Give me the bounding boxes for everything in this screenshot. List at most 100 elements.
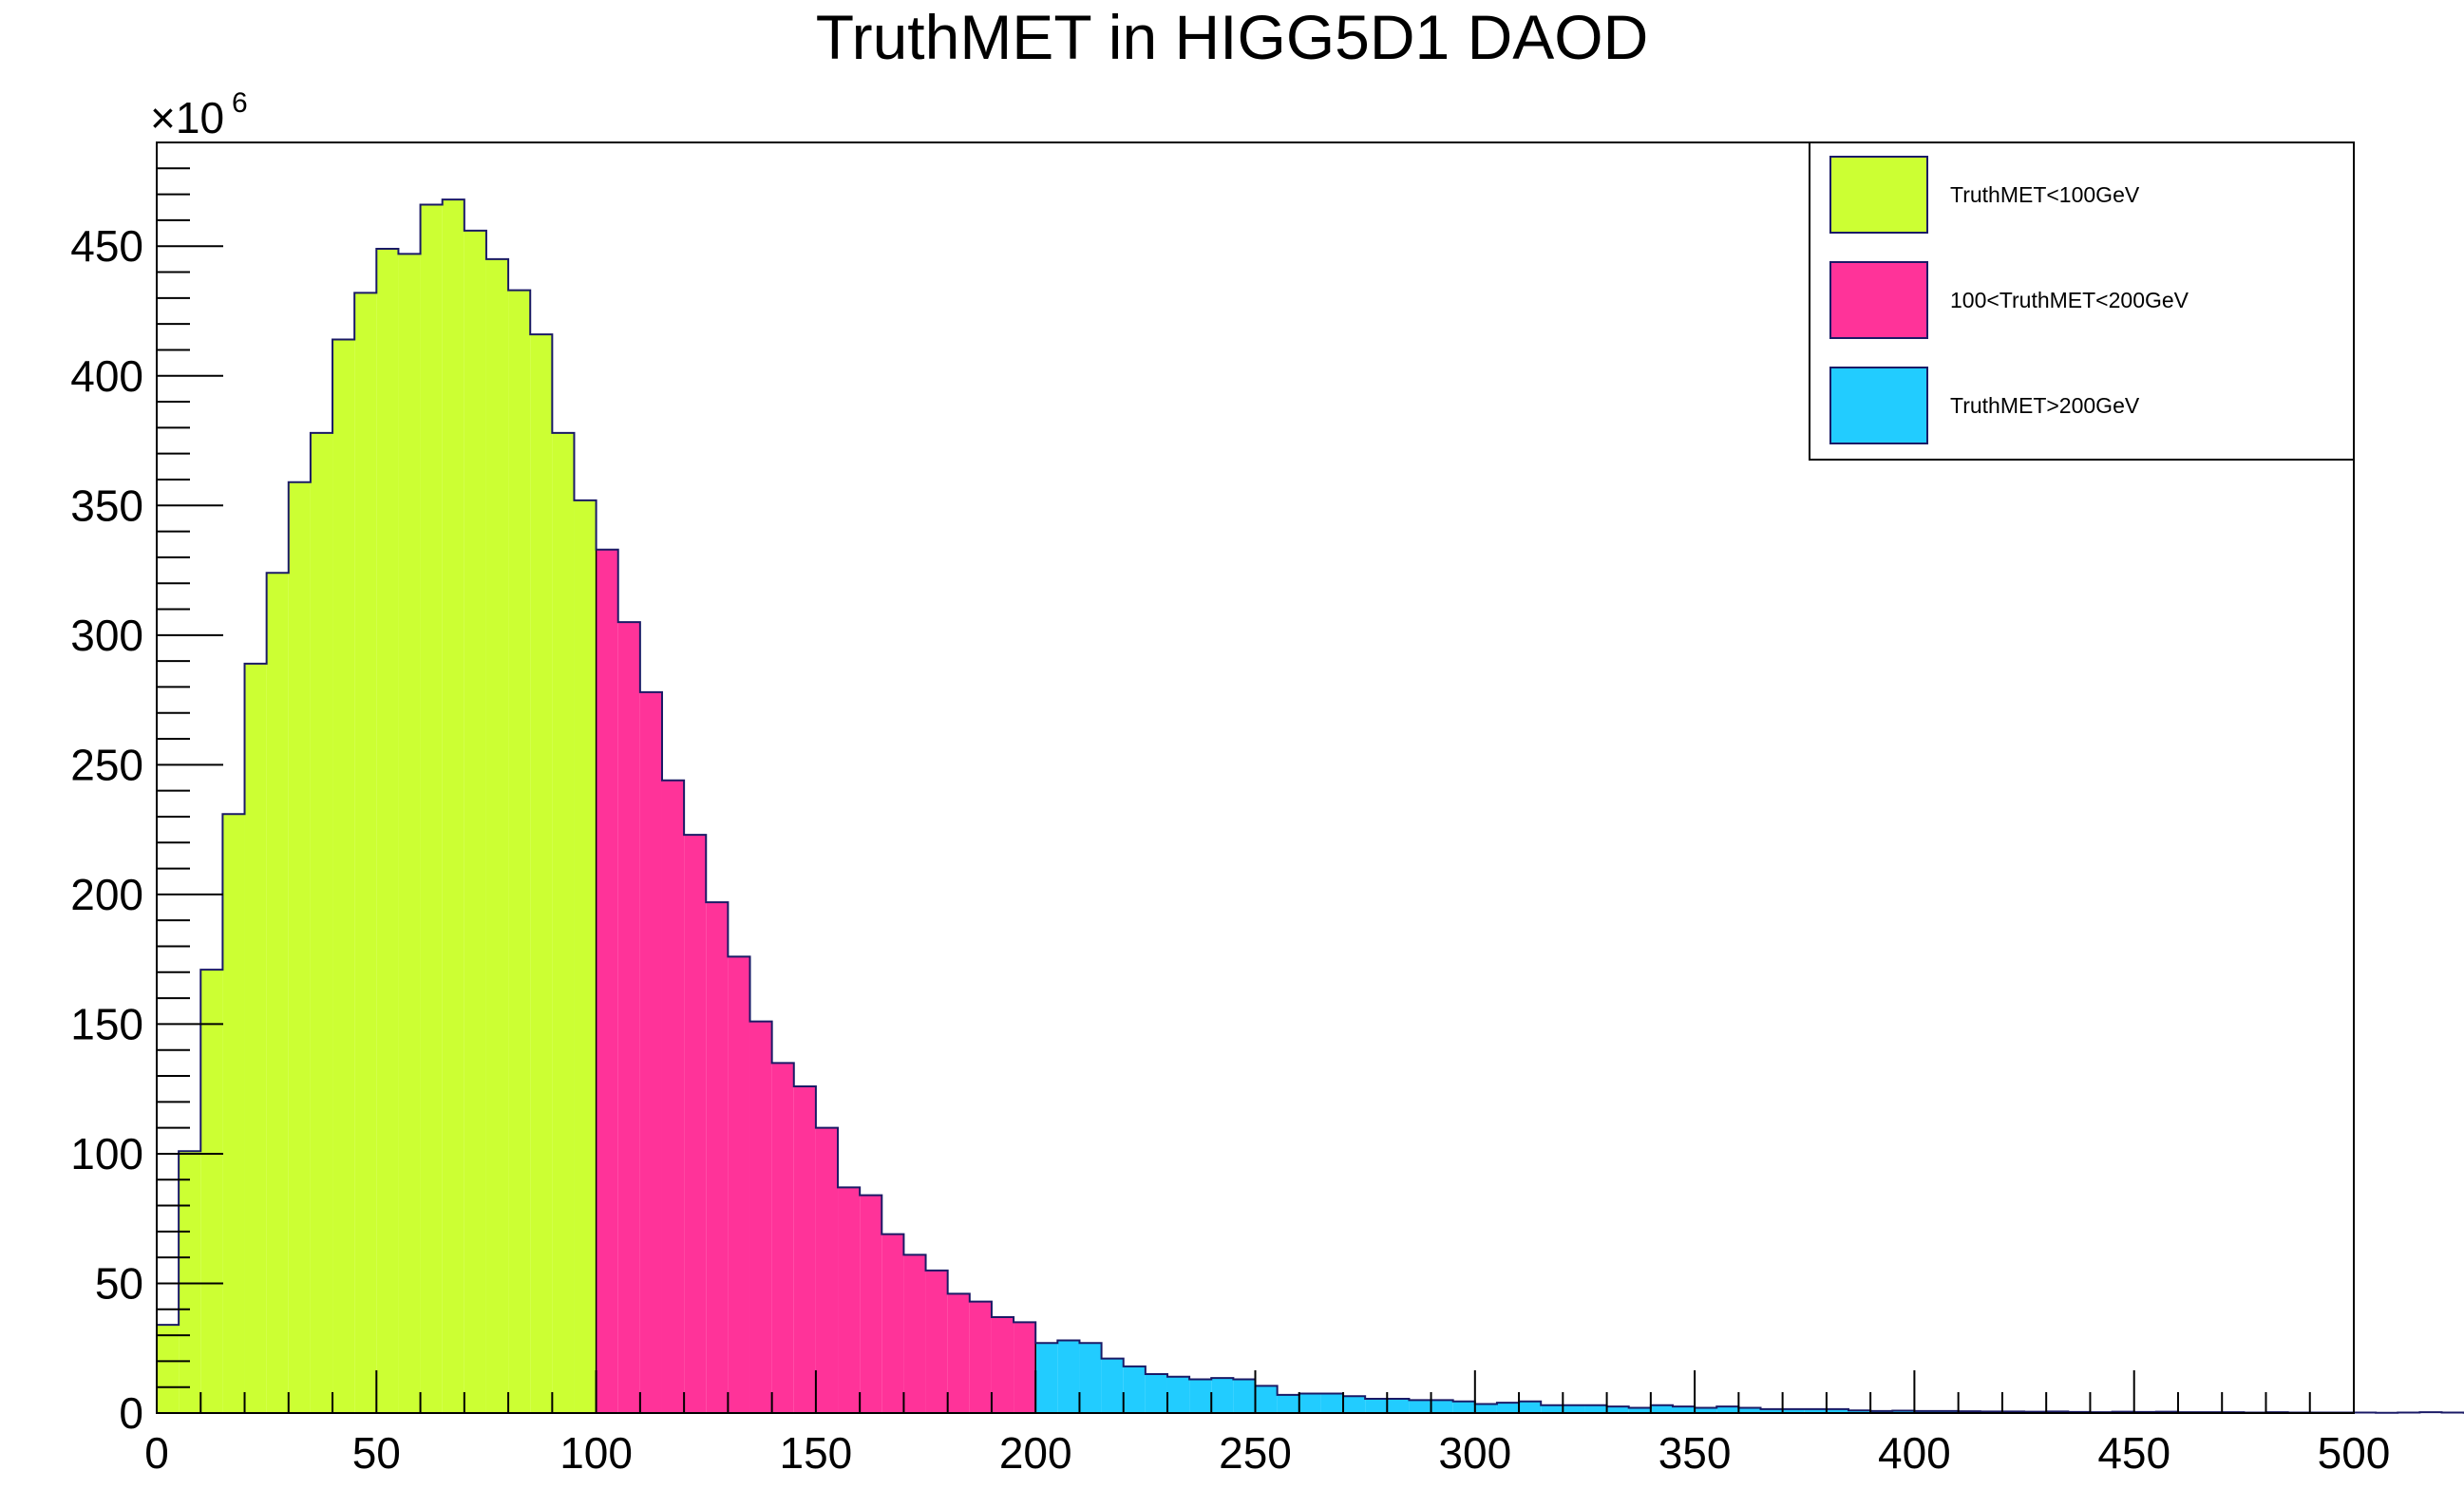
histogram-bar	[1365, 1398, 1388, 1413]
histogram-bar	[310, 432, 333, 1413]
histogram-bar	[1738, 1407, 1761, 1413]
histogram-bar	[1123, 1366, 1146, 1413]
y-exponent-power: 6	[232, 87, 248, 119]
histogram-bar	[1892, 1410, 1915, 1413]
histogram-bar	[1716, 1406, 1739, 1413]
legend-label: TruthMET<100GeV	[1950, 182, 2140, 207]
x-tick-label: 50	[352, 1428, 401, 1478]
histogram-bar	[661, 780, 685, 1413]
chart-title: TruthMET in HIGG5D1 DAOD	[816, 2, 1649, 72]
histogram-bar	[288, 481, 311, 1413]
histogram-bar	[1431, 1400, 1453, 1413]
histogram-bar	[815, 1127, 839, 1413]
y-tick-label: 250	[70, 740, 143, 789]
histogram-bar	[1014, 1322, 1036, 1413]
histogram-bar	[1914, 1410, 1937, 1413]
x-tick-label: 350	[1658, 1428, 1732, 1478]
legend-label: TruthMET>200GeV	[1950, 393, 2140, 418]
histogram-bar	[749, 1021, 772, 1413]
y-tick-label: 100	[70, 1129, 143, 1178]
legend: TruthMET<100GeV 100<TruthMET<200GeV TruthM…	[1809, 141, 2355, 461]
histogram-bar	[1695, 1407, 1717, 1413]
x-axis: 0 50 100 150 200 250 300 350 400 450 500	[144, 1370, 2390, 1478]
y-tick-label: 150	[70, 999, 143, 1048]
histogram-bar	[398, 254, 421, 1414]
histogram-bar	[508, 290, 531, 1413]
histogram-bar	[684, 835, 707, 1413]
histogram-bar	[860, 1195, 882, 1413]
y-exponent-base: ×10	[150, 93, 224, 142]
histogram-bar	[157, 1325, 180, 1413]
histogram-bar	[1409, 1400, 1431, 1413]
histogram-bar	[354, 292, 377, 1414]
x-tick-label: 100	[559, 1428, 633, 1478]
histogram-bar	[1826, 1408, 1849, 1413]
histogram-bar	[222, 814, 245, 1413]
legend-label: 100<TruthMET<200GeV	[1950, 288, 2189, 312]
histogram-bars	[157, 199, 2464, 1414]
histogram-bar	[1496, 1403, 1520, 1413]
histogram-bar	[552, 432, 575, 1413]
histogram-bar	[530, 334, 553, 1413]
histogram-bar	[596, 549, 618, 1413]
histogram-bar	[1189, 1379, 1212, 1413]
histogram-bar	[1277, 1394, 1299, 1413]
x-tick-label: 450	[2097, 1428, 2170, 1478]
histogram-bar	[1255, 1385, 1278, 1413]
histogram-bar	[1519, 1401, 1542, 1413]
histogram-bar	[1452, 1401, 1475, 1413]
histogram-bar	[376, 248, 399, 1414]
x-tick-label: 150	[780, 1428, 853, 1478]
x-tick-label: 200	[999, 1428, 1072, 1478]
histogram-bar	[925, 1270, 948, 1413]
histogram-bar	[1387, 1398, 1410, 1413]
histogram-bar	[706, 902, 729, 1413]
histogram-bar	[793, 1085, 816, 1413]
histogram-bar	[771, 1063, 794, 1413]
histogram-step-line	[156, 198, 2464, 1414]
histogram-bar	[266, 573, 289, 1413]
histogram-bar	[1101, 1358, 1124, 1413]
histogram-bar	[728, 956, 750, 1413]
legend-swatch	[1829, 156, 1928, 234]
histogram-bar	[1320, 1393, 1344, 1413]
histogram-bar	[574, 500, 597, 1413]
histogram-bar	[1563, 1404, 1585, 1413]
histogram-bar	[464, 230, 486, 1413]
y-tick-label: 50	[95, 1258, 143, 1308]
histogram-bar	[1848, 1410, 1871, 1413]
x-tick-label: 300	[1438, 1428, 1511, 1478]
y-tick-label: 0	[119, 1388, 143, 1438]
histogram-bar	[1782, 1408, 1805, 1413]
legend-swatch	[1829, 261, 1928, 339]
x-tick-label: 0	[144, 1428, 169, 1478]
histogram-bar	[1298, 1393, 1321, 1413]
y-tick-label: 400	[70, 351, 143, 401]
y-tick-label: 200	[70, 870, 143, 919]
histogram-bar	[244, 663, 267, 1413]
histogram-bar	[969, 1301, 992, 1413]
histogram-bar	[1541, 1404, 1564, 1413]
y-tick-label: 300	[70, 611, 143, 660]
histogram-bar	[485, 258, 509, 1413]
x-tick-label: 500	[2318, 1428, 2391, 1478]
histogram-bar	[200, 970, 223, 1413]
histogram-bar	[1233, 1379, 1256, 1413]
histogram-bar	[947, 1293, 970, 1413]
histogram-bar	[639, 691, 662, 1413]
histogram-bar	[1211, 1378, 1234, 1413]
histogram-bar	[1474, 1404, 1497, 1413]
histogram-bar	[1584, 1404, 1607, 1413]
y-axis: 0 50 100 150 200 250 300 350 400 450	[70, 141, 223, 1438]
histogram-bar	[838, 1187, 861, 1413]
histogram-bar	[1760, 1408, 1783, 1413]
histogram-bar	[442, 199, 464, 1413]
histogram-bar	[1870, 1410, 1893, 1413]
y-axis-exponent: ×10 6	[150, 87, 248, 142]
y-tick-label: 450	[70, 221, 143, 271]
legend-swatch	[1829, 367, 1928, 444]
histogram-bar	[1145, 1374, 1167, 1413]
histogram-bar	[332, 339, 355, 1414]
histogram-bar	[1672, 1406, 1696, 1413]
